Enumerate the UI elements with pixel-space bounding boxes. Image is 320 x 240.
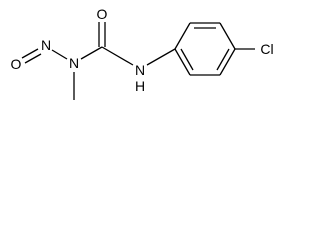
atom-label: O — [97, 6, 108, 22]
atom-label: N — [135, 62, 145, 78]
bond — [180, 48, 194, 71]
atom-label: N — [41, 37, 51, 53]
atom-label: N — [69, 55, 79, 71]
bond — [24, 53, 42, 64]
structure-diagram: O N N O N H Cl — [11, 6, 274, 100]
atom-label: O — [11, 56, 22, 72]
bond — [219, 22, 236, 50]
atom-label: H — [135, 78, 145, 94]
bond — [174, 22, 191, 50]
bond — [51, 49, 68, 60]
bond — [219, 48, 236, 76]
bond — [146, 48, 176, 66]
bond — [174, 48, 191, 76]
bond — [216, 48, 230, 71]
bond — [101, 46, 134, 66]
bonds — [21, 22, 255, 100]
atom-label: Cl — [260, 41, 273, 57]
bond — [21, 48, 39, 59]
bond — [80, 46, 103, 60]
